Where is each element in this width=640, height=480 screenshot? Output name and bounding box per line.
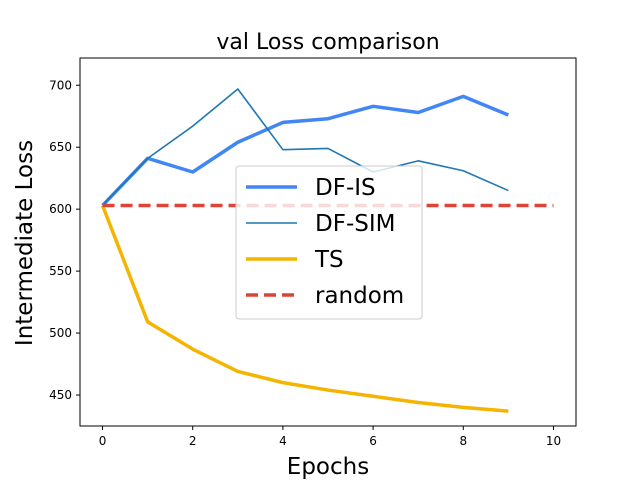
x-tick-label: 10 — [546, 434, 561, 448]
chart-legend: DF-IS DF-SIM TS random — [235, 165, 423, 320]
x-tick-label: 0 — [99, 434, 107, 448]
legend-label-ts: TS — [314, 247, 344, 273]
x-tick-label: 6 — [369, 434, 377, 448]
x-tick-label: 8 — [459, 434, 467, 448]
x-tick-label: 2 — [189, 434, 197, 448]
y-tick-label: 550 — [49, 264, 72, 278]
y-tick-label: 650 — [49, 140, 72, 154]
y-tick-label: 600 — [49, 202, 72, 216]
legend-box — [235, 165, 423, 320]
chart-title: val Loss comparison — [216, 30, 439, 55]
series-line-df-is — [101, 94, 510, 207]
legend-label-random: random — [315, 283, 404, 309]
x-axis-label: Epochs — [287, 454, 369, 480]
x-tick-label: 4 — [279, 434, 287, 448]
series-line-ts — [100, 204, 509, 413]
y-tick-label: 700 — [49, 78, 72, 92]
axes-frame — [79, 57, 577, 427]
legend-label-df-sim: DF-SIM — [315, 211, 395, 237]
y-tick-label: 450 — [49, 388, 72, 402]
y-axis-label: Intermediate Loss — [12, 140, 38, 346]
legend-label-df-is: DF-IS — [315, 175, 376, 201]
series-line-df-sim — [101, 88, 509, 207]
y-tick-label: 500 — [49, 326, 72, 340]
